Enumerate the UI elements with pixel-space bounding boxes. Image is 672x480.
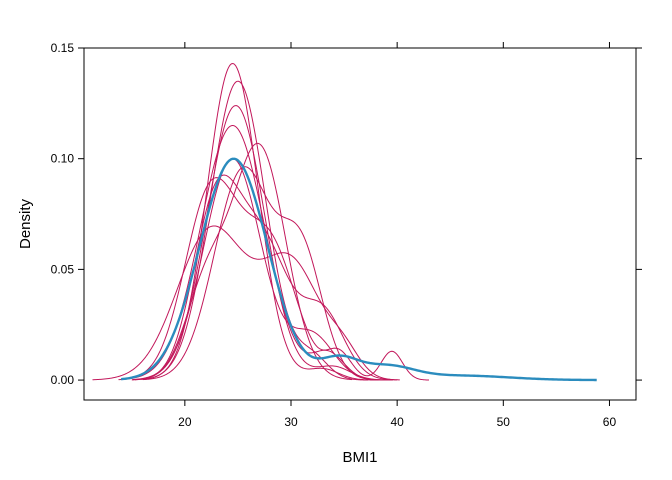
axes: 20 30 40 50 60 0.00 0.05 0.10 0.15 <box>51 41 642 429</box>
imputed-density-line <box>132 158 387 381</box>
y-tick-label: 0.10 <box>51 152 75 166</box>
x-tick-label: 30 <box>284 415 298 429</box>
observed-density-line <box>121 157 597 382</box>
imputed-density-line <box>134 174 398 381</box>
x-tick-label: 40 <box>390 415 404 429</box>
imputed-density-line <box>141 80 368 381</box>
imputed-density-line <box>135 105 393 381</box>
y-tick-label: 0.15 <box>51 41 75 55</box>
plot-panel <box>83 47 637 401</box>
y-tick-label: 0.00 <box>51 373 75 387</box>
x-tick-label: 20 <box>178 415 192 429</box>
y-tick-label: 0.05 <box>51 262 75 276</box>
x-tick-label: 50 <box>497 415 511 429</box>
y-axis-title: Density <box>17 198 34 249</box>
imputed-density-line <box>92 225 400 381</box>
series-lines <box>92 63 597 382</box>
x-axis-title: BMI1 <box>342 449 377 466</box>
imputed-density-line <box>118 177 430 381</box>
x-tick-label: 60 <box>603 415 617 429</box>
imputed-density-line <box>131 142 353 381</box>
imputed-density-line <box>121 125 384 381</box>
